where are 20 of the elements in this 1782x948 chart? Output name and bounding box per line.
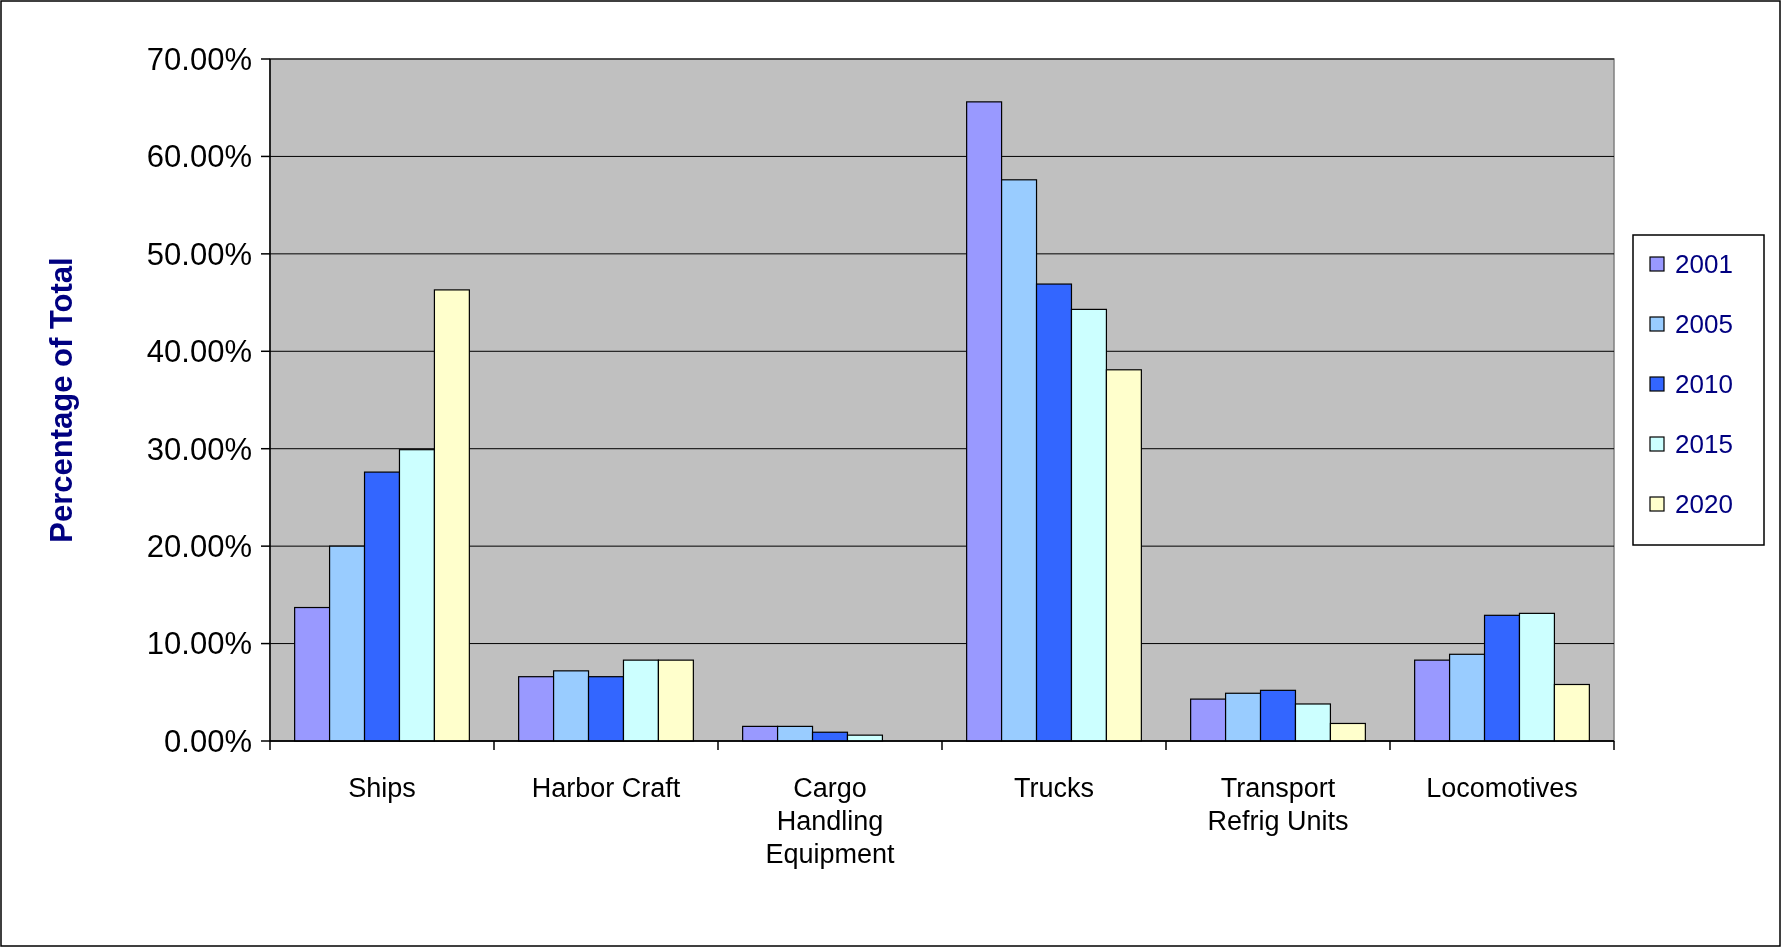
y-tick-label: 10.00% (146, 626, 252, 662)
x-tick-label: Transport Refrig Units (1207, 773, 1349, 836)
x-tick-label: Locomotives (1426, 773, 1578, 803)
x-tick-label: Ships (348, 773, 416, 803)
y-axis-title: Percentage of Total (44, 257, 79, 543)
y-tick-label: 20.00% (146, 528, 252, 564)
legend-label: 2020 (1675, 489, 1733, 520)
x-tick-label: Trucks (1014, 773, 1094, 803)
y-tick-label: 70.00% (146, 41, 252, 77)
legend-label: 2005 (1675, 309, 1733, 340)
y-tick-label: 60.00% (146, 139, 252, 175)
y-tick-label: 50.00% (146, 236, 252, 272)
legend-label: 2015 (1675, 429, 1733, 460)
legend-label: 2010 (1675, 369, 1733, 400)
y-tick-label: 40.00% (146, 334, 252, 370)
x-tick-label: Harbor Craft (531, 773, 681, 803)
legend-label: 2001 (1675, 249, 1733, 280)
y-tick-label: 0.00% (164, 723, 252, 759)
y-tick-label: 30.00% (146, 431, 252, 467)
x-tick-label: Cargo Handling Equipment (765, 773, 896, 869)
